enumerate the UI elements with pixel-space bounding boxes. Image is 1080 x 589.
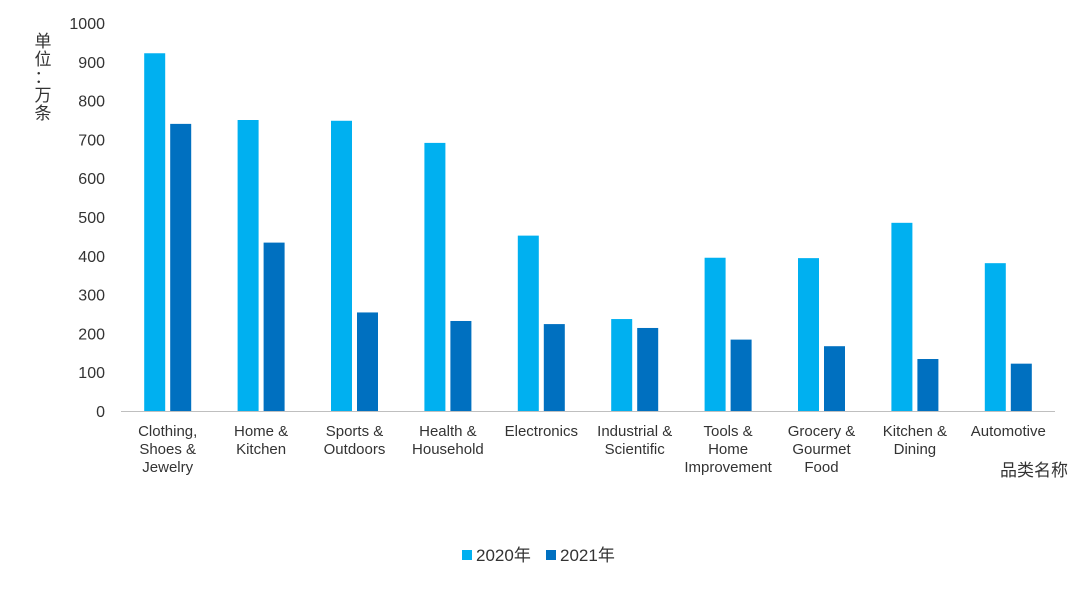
x-category-label: Home & Kitchen [234, 423, 288, 458]
bar-1-2 [237, 120, 259, 411]
x-axis-category-labels: Clothing, Shoes & Jewelry Home & Kitchen Spor… [138, 423, 1046, 476]
y-tick-label: 100 [78, 365, 105, 382]
bar-2-10 [1010, 363, 1032, 411]
bar-2-1 [170, 123, 192, 411]
bar-2-2 [263, 242, 285, 411]
bar-1-4 [424, 142, 446, 411]
bar-2-3 [357, 312, 378, 411]
bar-2-6 [637, 327, 659, 411]
bar-1-9 [891, 222, 913, 411]
y-tick-label: 200 [78, 326, 105, 343]
y-tick-label: 300 [78, 288, 105, 305]
x-axis-label: 品类名称 [1000, 461, 1068, 480]
bar-1-10 [984, 263, 1006, 411]
y-axis-ticks: 0 100 200 300 400 500 600 700 800 900 1000 [69, 16, 105, 421]
y-tick-label: 900 [78, 55, 105, 72]
x-category-label: Electronics [505, 423, 578, 440]
x-category-label: Industrial & Scientific [597, 423, 672, 458]
x-category-label: Sports & Outdoors [324, 423, 386, 458]
bar-2-7 [730, 339, 752, 411]
y-tick-label: 700 [78, 132, 105, 149]
y-tick-label: 600 [78, 171, 105, 188]
x-category-label: Automotive [971, 423, 1046, 440]
y-tick-label: 500 [78, 210, 105, 227]
bar-2-5 [543, 324, 565, 411]
bars [144, 53, 1032, 411]
y-tick-label: 400 [78, 249, 105, 266]
x-category-label: Tools & Home Improvement [684, 423, 772, 476]
bar-2-8 [824, 346, 845, 411]
x-category-label: Kitchen & Dining [883, 423, 947, 458]
y-tick-label: 800 [78, 94, 105, 111]
legend-swatch-2 [546, 550, 556, 560]
x-category-label: Grocery & Gourmet Food [788, 423, 856, 476]
bar-1-5 [517, 235, 539, 411]
bar-1-3 [331, 120, 352, 411]
y-tick-label: 0 [96, 404, 105, 421]
legend-label-1: 2020年 [476, 546, 531, 565]
x-category-label: Health & Household [412, 423, 484, 458]
bar-2-4 [450, 320, 472, 411]
y-tick-label: 1000 [69, 16, 105, 33]
y-axis-label: 单位：万条 [35, 32, 52, 123]
bar-1-8 [798, 258, 819, 411]
bar-1-6 [611, 319, 633, 411]
bar-2-9 [917, 359, 939, 411]
legend-swatch-1 [462, 550, 472, 560]
x-category-label: Clothing, Shoes & Jewelry [138, 423, 197, 476]
legend: 2020年 2021年 [462, 546, 615, 565]
legend-label-2: 2021年 [560, 546, 615, 565]
bar-1-1 [144, 53, 166, 411]
bar-1-7 [704, 257, 726, 411]
